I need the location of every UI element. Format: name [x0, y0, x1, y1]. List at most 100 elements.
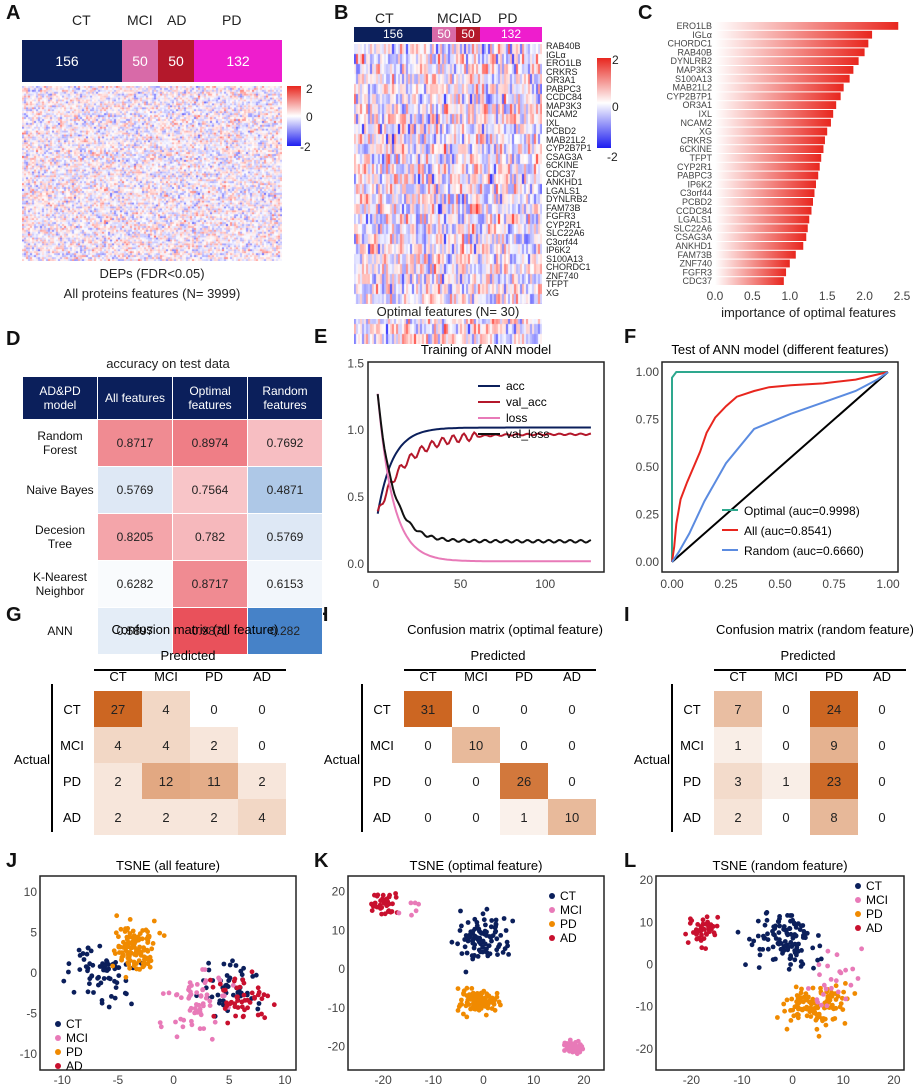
tsne-point [178, 995, 184, 1001]
importance-bar [715, 127, 828, 136]
tsne-point [458, 908, 463, 914]
protein-label: CDC37 [546, 168, 576, 179]
accuracy-table-grid: AD&PD model All features Optimal feature… [22, 376, 323, 655]
tsne-point [475, 954, 481, 959]
importance-bar [715, 118, 831, 127]
tsne-point [465, 938, 471, 944]
tsne-point [765, 946, 771, 952]
importance-label: PABPC3 [677, 171, 712, 181]
tsne-point [843, 996, 849, 1002]
tsne-point [116, 973, 122, 978]
tsne-point [496, 999, 502, 1005]
tsne-point [150, 941, 156, 946]
tsne-point [698, 928, 704, 934]
tsne-point [474, 923, 480, 929]
tsne-point [493, 917, 499, 923]
importance-bar [715, 268, 787, 277]
tsne-point [474, 935, 480, 940]
accuracy-row-name: K-Nearest Neighbor [22, 560, 98, 608]
tsne-point [197, 1010, 203, 1015]
tsne-point [252, 994, 257, 1000]
cm-col-label: AD [563, 669, 581, 684]
tsne-point [463, 1003, 469, 1009]
tsne-point [189, 1018, 194, 1024]
importance-bar [715, 180, 816, 189]
tsne-point [85, 945, 91, 951]
tsne-point [221, 993, 227, 999]
group-label-ad-a: AD [167, 12, 187, 28]
tsne-point [827, 997, 833, 1003]
legend-label: CT [66, 1017, 83, 1031]
tsne-point [843, 981, 848, 986]
tsne-point [459, 997, 464, 1003]
importance-bar [715, 198, 813, 206]
tsne-point [101, 976, 107, 981]
x-tick-label: 10 [527, 1073, 541, 1087]
tsne-point [130, 935, 135, 940]
legend-label: PD [866, 907, 883, 921]
legend-label: MCI [560, 903, 582, 917]
accuracy-cell: 0.8974 [172, 419, 248, 467]
tsne-point [699, 945, 705, 951]
tsne-point [379, 911, 384, 917]
cm-cell [714, 763, 762, 799]
tsne-point [572, 1045, 577, 1051]
cm-cell [452, 691, 500, 727]
accuracy-cell: 0.7692 [247, 419, 323, 467]
cm-row-label: MCI [680, 738, 704, 753]
cm-cell-value: 2 [258, 774, 265, 789]
importance-bar [715, 215, 810, 224]
tsne-point [116, 943, 122, 949]
group-bar-ad-b: 50 [456, 27, 480, 42]
tsne-point [381, 897, 386, 903]
tsne-point [127, 931, 133, 936]
cm-cell-value: 0 [878, 810, 885, 825]
panel-label-g: G [6, 604, 22, 626]
x-tick-label: 1.00 [876, 577, 900, 591]
tsne-point [96, 974, 101, 980]
tsne-point [461, 1011, 466, 1017]
x-tick-label: 10 [837, 1073, 851, 1087]
group-bar-ct-b: 156 [354, 27, 432, 42]
x-tick-label: 0 [480, 1073, 487, 1087]
cm-cell-value: 31 [421, 702, 435, 717]
importance-bar [715, 242, 804, 250]
cm-title: Confusion matrix (optimal feature) [407, 622, 603, 637]
tsne-point [492, 1007, 498, 1013]
legend-swatch [55, 1021, 61, 1027]
importance-bar [715, 66, 854, 74]
protein-label: XG [546, 287, 560, 298]
cm-cell-value: 7 [734, 702, 741, 717]
tsne-point [197, 1026, 203, 1032]
cm-cell [238, 691, 286, 727]
importance-label: IXL [698, 109, 712, 119]
legend-label: MCI [866, 893, 888, 907]
cm-row-label: PD [373, 774, 391, 789]
tsne-point [567, 1041, 573, 1047]
importance-bar [715, 83, 844, 92]
tsne-point [141, 946, 147, 952]
importance-bar-chart: ERO1LBIGLαCHORDC1RAB40BDYNLRB2MAP3K3S100… [666, 21, 910, 320]
accuracy-cell: 0.5769 [247, 513, 323, 561]
cm-cell [500, 691, 548, 727]
cm-cell-value: 0 [782, 810, 789, 825]
accuracy-row-name: ANN [22, 607, 98, 655]
tsne-point [99, 1000, 105, 1006]
importance-label: IP6K2 [687, 179, 712, 189]
tsne-point [464, 950, 470, 956]
tsne-point [200, 987, 206, 992]
tsne-point [776, 941, 782, 947]
tsne-point [230, 982, 236, 988]
tsne-point [781, 1001, 787, 1007]
cm-cell-value: 0 [782, 738, 789, 753]
tsne-point [821, 992, 826, 997]
tsne-point [859, 946, 864, 952]
tsne-point [387, 892, 392, 898]
cm-cell-value: 4 [258, 810, 265, 825]
cm-cell-value: 0 [568, 774, 575, 789]
tsne-point [211, 1013, 217, 1019]
colorbar-b-min: -2 [607, 150, 618, 164]
tsne-point [110, 963, 116, 969]
cm-cell-value: 4 [162, 702, 169, 717]
tsne-point [792, 957, 798, 963]
